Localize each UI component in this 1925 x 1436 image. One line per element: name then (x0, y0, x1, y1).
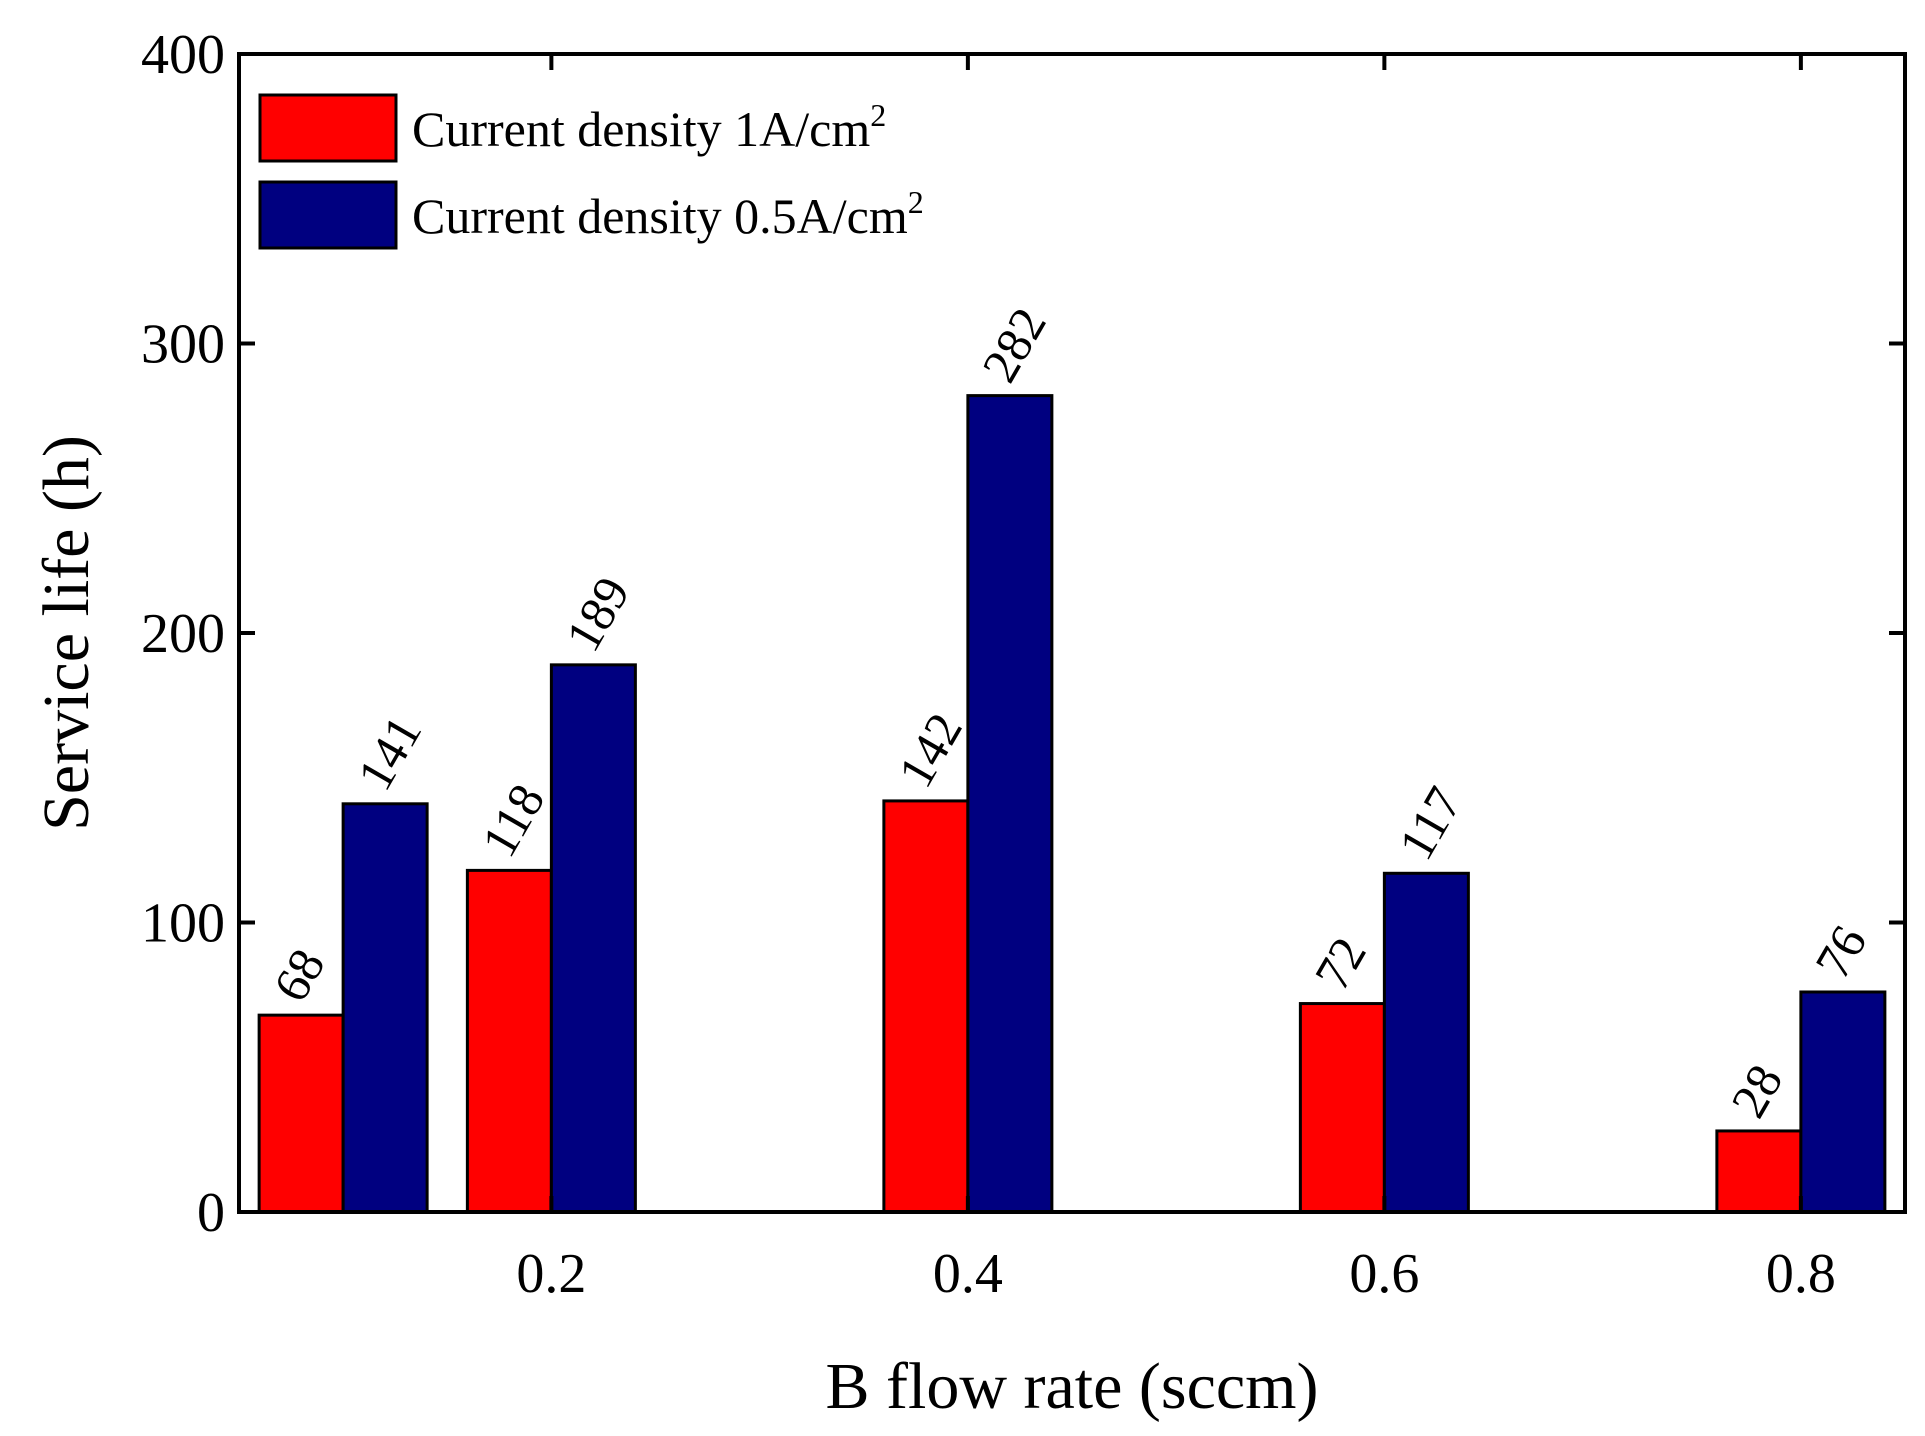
x-axis-title: B flow rate (sccm) (826, 1350, 1319, 1423)
legend-label-series-1: Current density 1A/cm2 (412, 97, 886, 157)
legend-label-series-2: Current density 0.5A/cm2 (412, 184, 924, 244)
x-tick-label: 0.8 (1766, 1243, 1836, 1305)
data-label-series-1-cat-0.1: 68 (262, 939, 335, 1010)
y-tick-label: 200 (141, 603, 225, 665)
bar-series-2-cat-0.8 (1799, 990, 1887, 1214)
bars-layer (257, 394, 1887, 1214)
y-axis-title: Service life (h) (30, 435, 103, 831)
data-label-series-2-cat-0.1: 141 (346, 706, 432, 799)
bar-series-1-cat-0.1 (257, 1013, 345, 1214)
bar-series-1-cat-0.8 (1715, 1129, 1803, 1214)
data-label-series-2-cat-0.6: 117 (1387, 777, 1472, 868)
bar-series-2-cat-0.2 (549, 663, 637, 1214)
y-axis: 0 100 200 300 400 (141, 24, 1905, 1244)
legend: Current density 1A/cm2 Current density 0… (258, 93, 924, 250)
y-tick-label: 400 (141, 24, 225, 86)
data-label-series-1-cat-0.6: 72 (1303, 928, 1376, 999)
bar-series-2-cat-0.1 (341, 802, 429, 1214)
bar-series-1-cat-0.2 (465, 868, 553, 1214)
x-axis: 0.2 0.4 0.6 0.8 (516, 54, 1836, 1305)
bar-series-2-cat-0.6 (1382, 871, 1470, 1214)
x-tick-label: 0.6 (1349, 1243, 1419, 1305)
bar-series-2-cat-0.4 (966, 394, 1054, 1214)
legend-swatch-series-1 (258, 93, 398, 163)
bar-series-1-cat-0.4 (882, 799, 970, 1214)
data-label-series-2-cat-0.8: 76 (1804, 916, 1877, 987)
bar-series-1-cat-0.6 (1298, 1002, 1386, 1214)
y-tick-label: 300 (141, 314, 225, 376)
x-tick-label: 0.2 (516, 1243, 586, 1305)
y-tick-label: 0 (197, 1182, 225, 1244)
x-tick-label: 0.4 (933, 1243, 1003, 1305)
legend-swatch-series-2 (258, 180, 398, 250)
data-label-series-2-cat-0.2: 189 (554, 567, 640, 660)
y-tick-label: 100 (141, 893, 225, 955)
data-label-series-1-cat-0.4: 142 (887, 703, 973, 796)
data-label-series-2-cat-0.4: 282 (971, 298, 1057, 391)
data-label-series-1-cat-0.8: 28 (1720, 1055, 1793, 1126)
data-label-series-1-cat-0.2: 118 (470, 775, 555, 866)
